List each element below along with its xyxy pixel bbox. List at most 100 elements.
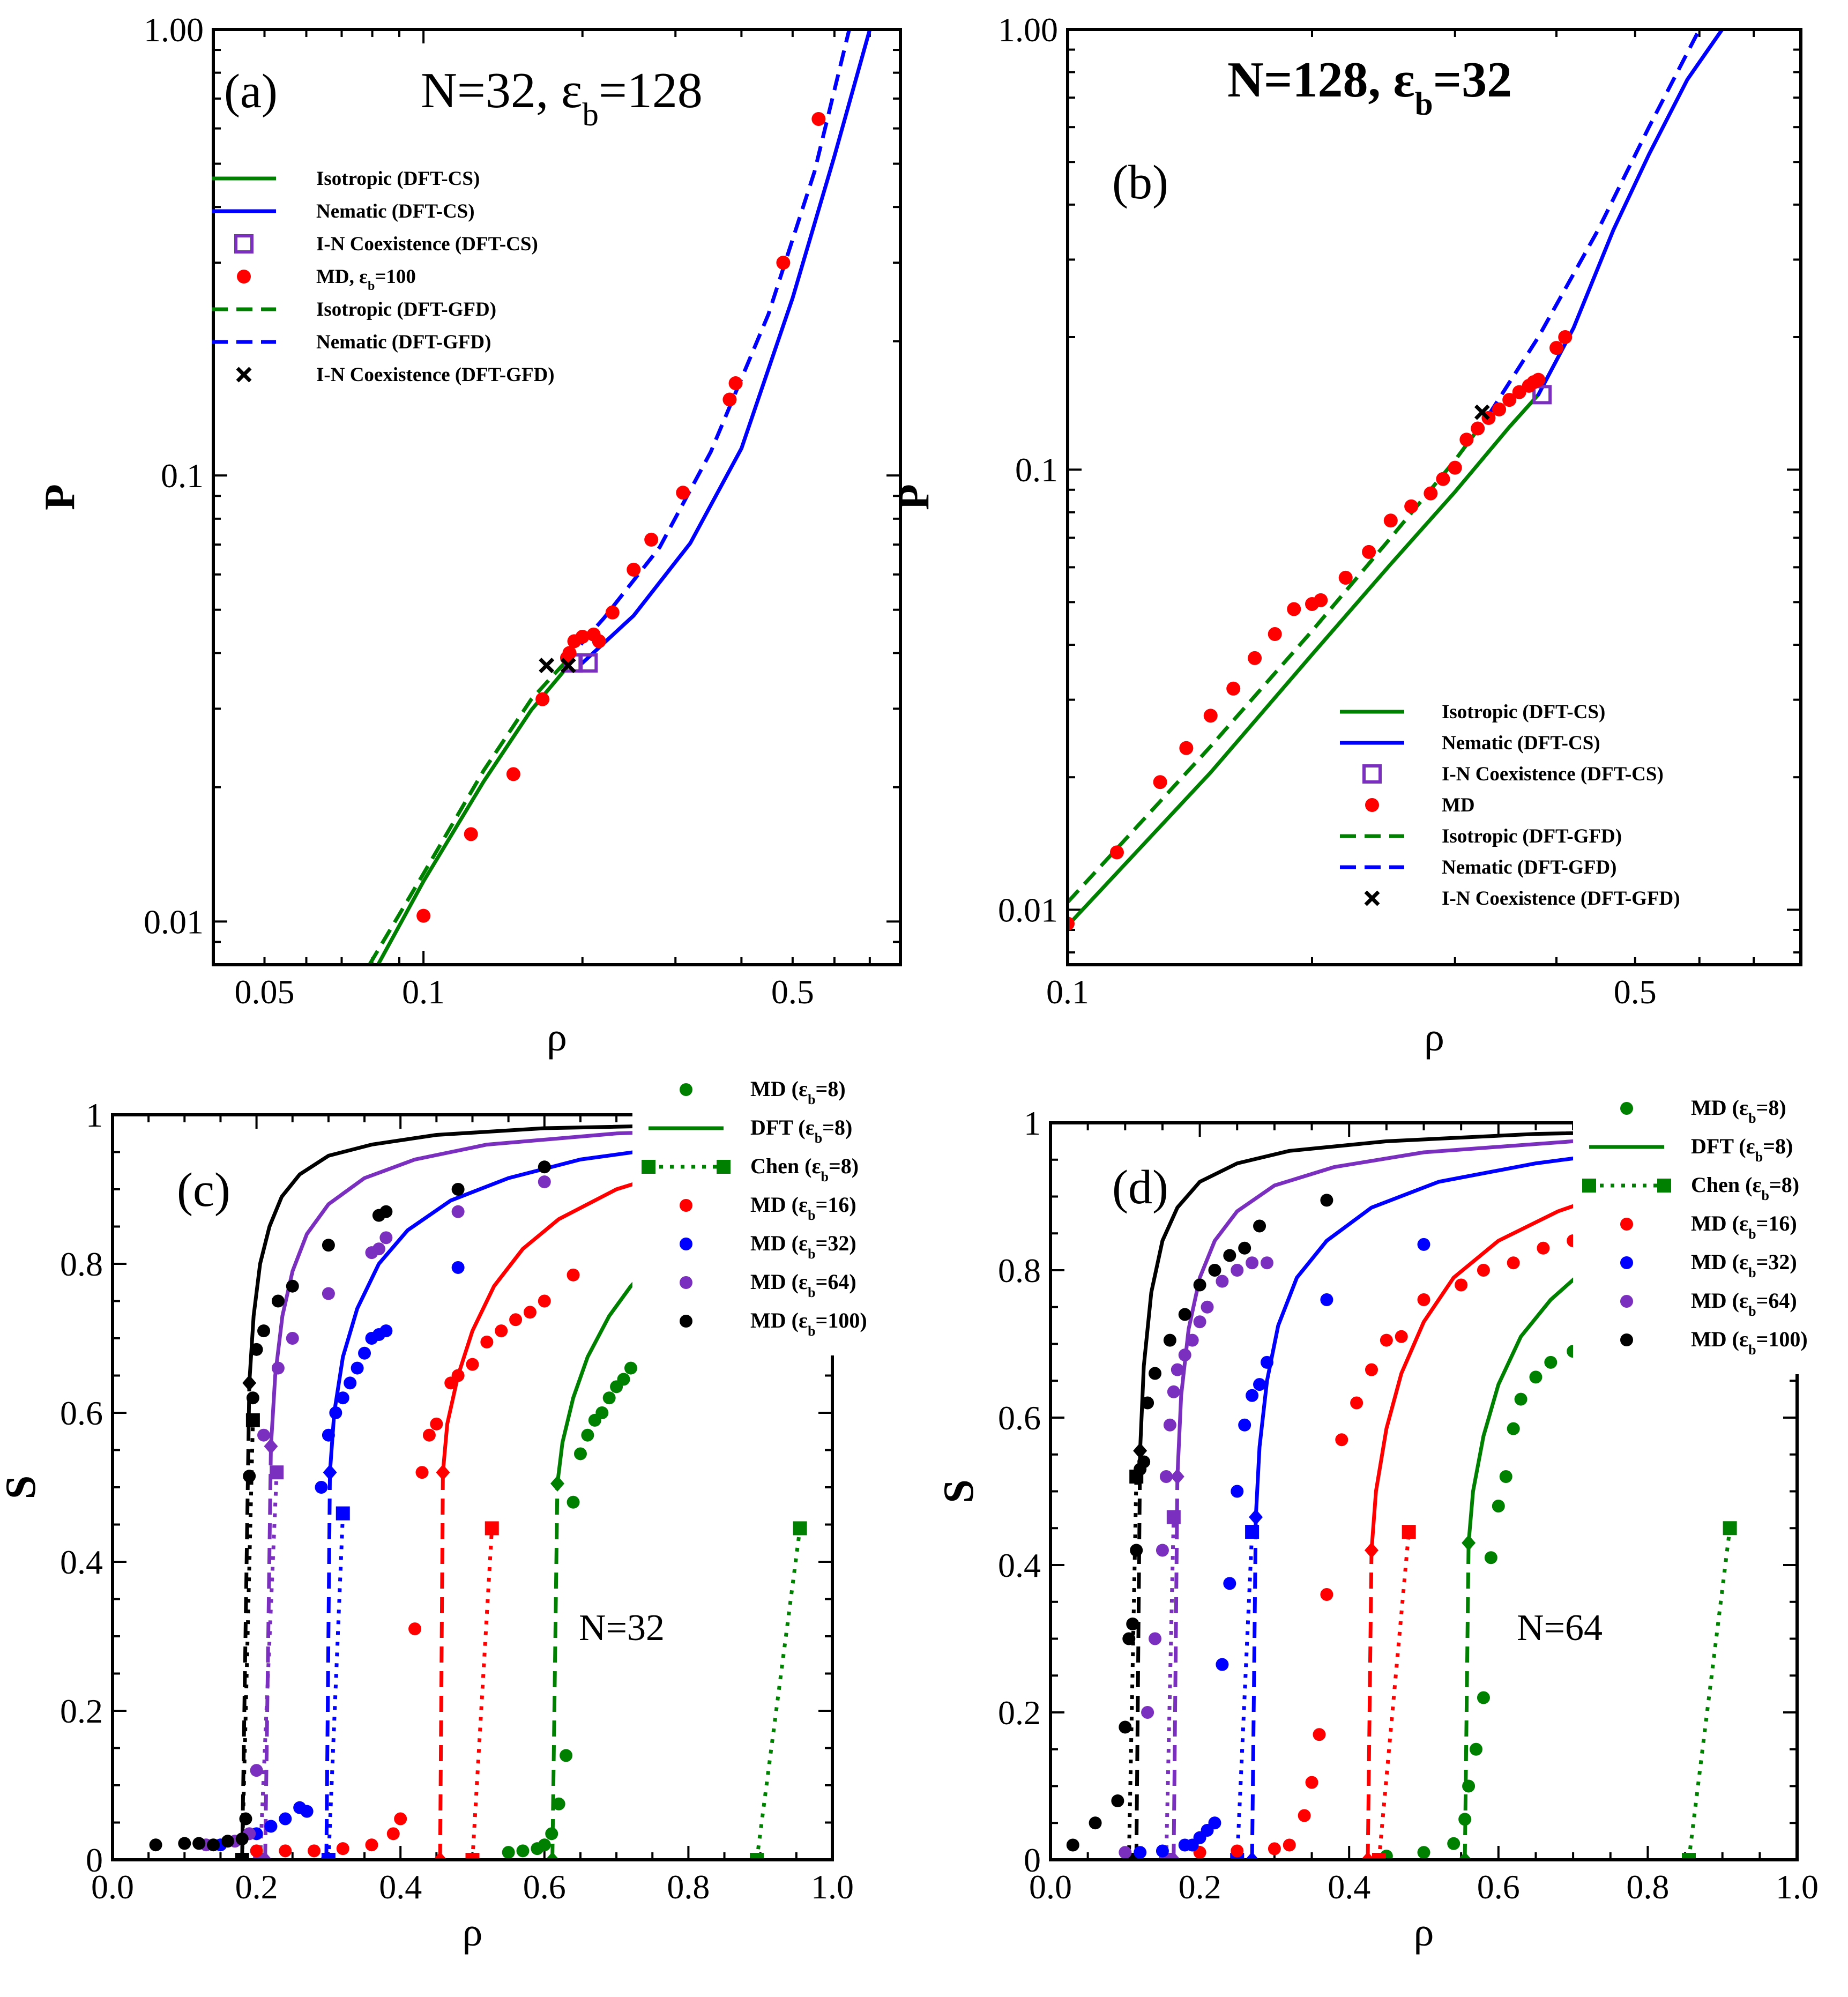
panel-c-legend-swatch — [680, 1199, 692, 1212]
panel-b-point-md — [1153, 775, 1167, 789]
panel-c-point-md-eps-b-16 — [422, 1428, 436, 1442]
panel-c-point-md-eps-b-8 — [602, 1391, 616, 1405]
panel-c-point-dft-jump-eps-b-8 — [545, 1852, 560, 1860]
panel-d-points-md-eps-b-64 — [1119, 1256, 1273, 1859]
panel-c-x-tick-label: 0.4 — [379, 1868, 422, 1906]
panel-d-points-md-eps-b-100 — [1066, 1194, 1333, 1852]
panel-a-legend-swatch — [234, 234, 254, 254]
panel-d-point-md-eps-b-8 — [1484, 1551, 1497, 1564]
panel-d-point-md-eps-b-100 — [1193, 1278, 1206, 1292]
panel-c-point-chen-eps-b-100 — [235, 1853, 249, 1860]
panel-d-point-md-eps-b-100 — [1111, 1794, 1124, 1807]
panel-d-point-chen-eps-b-32 — [1245, 1525, 1260, 1539]
panel-c-point-md-eps-b-8 — [595, 1406, 609, 1419]
panel-c-point-chen-eps-b-8 — [793, 1521, 807, 1536]
panel-d-legend-label: MD (εb=16) — [1691, 1211, 1797, 1242]
panel-d-point-md-eps-b-8 — [1447, 1837, 1460, 1850]
panel-d-legend-label: MD (εb=8) — [1691, 1096, 1786, 1126]
panel-d-point-chen-eps-b-8 — [1723, 1521, 1737, 1536]
panel-d-point-md-eps-b-8 — [1544, 1355, 1558, 1369]
panel-d-chart: 0.0 0.2 0.4 0.6 0.8 1.0 0 0.2 0.4 0.6 0.8 1 ρ S (d) N=6… — [935, 1093, 1819, 1955]
panel-d-x-tick-label: 1.0 — [1776, 1868, 1819, 1906]
panel-d-series-dft-eps-b-100 — [1138, 1127, 1797, 1453]
panel-d-legend-label: MD (εb=100) — [1691, 1327, 1808, 1358]
panel-c-point-md-eps-b-8 — [573, 1447, 587, 1461]
panel-d-label: (d) — [1112, 1161, 1168, 1214]
panel-a-point-md-eps-b-100 — [535, 692, 550, 706]
panel-c-point-md-eps-b-32 — [279, 1812, 292, 1825]
panel-d-point-md-eps-b-16 — [1335, 1433, 1348, 1447]
panel-d-point-dft-jump-eps-b-32 — [1249, 1509, 1263, 1525]
panel-d-point-md-eps-b-16 — [1305, 1776, 1318, 1789]
panel-d-point-md-eps-b-32 — [1238, 1418, 1251, 1432]
panel-d-point-md-eps-b-100 — [1130, 1544, 1143, 1557]
panel-c-point-chen-eps-b-16 — [485, 1521, 499, 1536]
panel-b-point-i-n-coexistence-dft-gfd — [1474, 404, 1490, 420]
panel-a-legend-item: Isotropic (DFT-CS) — [212, 168, 480, 190]
panel-d-point-md-eps-b-100 — [1238, 1241, 1251, 1255]
panel-b-point-md — [1436, 472, 1450, 486]
panel-c-point-md-eps-b-16 — [408, 1622, 422, 1636]
panel-c-point-md-eps-b-64 — [271, 1361, 285, 1375]
panel-a-point-md-eps-b-100 — [416, 908, 431, 923]
panel-d-legend-label: Chen (εb=8) — [1691, 1173, 1799, 1203]
panel-c-label: (c) — [177, 1164, 230, 1217]
panel-b-points-i-n-coexistence-dft-cs — [1532, 385, 1552, 405]
panel-c-point-md-eps-b-100 — [243, 1470, 256, 1483]
panel-b-point-md — [1471, 421, 1485, 436]
panel-b-y-axis-label: P — [891, 484, 938, 510]
panel-a-point-md-eps-b-100 — [562, 646, 577, 660]
panel-d-point-md-eps-b-32 — [1208, 1816, 1221, 1830]
panel-c-legend-background — [632, 1075, 854, 1355]
panel-a-point-md-eps-b-100 — [811, 111, 826, 126]
panel-b-point-md — [1268, 627, 1282, 642]
panel-c-point-chen-eps-b-100 — [245, 1413, 260, 1427]
panel-c-point-md-eps-b-16 — [279, 1844, 292, 1858]
panel-c-legend-item: MD (εb=8) — [680, 1077, 846, 1107]
panel-d-legend: MD (εb=8) DFT (εb=8) Chen (εb=8) MD (εb=16)… — [1573, 1093, 1819, 1374]
panel-d-point-md-eps-b-64 — [1201, 1300, 1214, 1314]
panel-d-y-tick-label: 0.8 — [998, 1251, 1041, 1290]
panel-a-series-nematic-dft-cs — [580, 29, 872, 665]
panel-d-point-md-eps-b-16 — [1365, 1363, 1378, 1376]
panel-b-legend-item: Isotropic (DFT-CS) — [1340, 701, 1605, 723]
panel-d-point-md-eps-b-32 — [1134, 1846, 1147, 1859]
panel-c-point-md-eps-b-32 — [358, 1346, 371, 1360]
panel-d-x-tick-label: 0.0 — [1029, 1868, 1072, 1906]
panel-c-point-md-eps-b-8 — [617, 1373, 630, 1386]
panel-b-legend-item: Nematic (DFT-CS) — [1340, 732, 1600, 754]
panel-b-legend-label: I-N Coexistence (DFT-CS) — [1442, 763, 1664, 785]
panel-a-label: (a) — [224, 65, 278, 118]
panel-c-point-md-eps-b-8 — [581, 1428, 594, 1442]
panel-c-point-dft-jump-eps-b-8 — [550, 1476, 564, 1492]
panel-c-point-md-eps-b-16 — [466, 1358, 479, 1371]
panel-b-point-md — [1558, 330, 1573, 344]
panel-a-points-i-n-coexistence-dft-gfd — [539, 658, 576, 674]
panel-c-series-chen-eps-b-8 — [755, 1527, 802, 1860]
panel-d-points-chen-eps-b-8 — [1682, 1521, 1737, 1860]
panel-c-legend-label: Chen (εb=8) — [750, 1154, 859, 1184]
panel-d-point-md-eps-b-16 — [1268, 1842, 1281, 1856]
panel-b-legend: Isotropic (DFT-CS) Nematic (DFT-CS) I-N Co… — [1340, 701, 1680, 910]
panel-c-series-dft-eps-b-64 — [269, 1124, 832, 1449]
panel-d-point-md-eps-b-64 — [1193, 1315, 1206, 1329]
panel-d-plot-area — [1066, 1127, 1797, 1860]
panel-c-point-md-eps-b-32 — [322, 1428, 335, 1442]
panel-c-point-chen-eps-b-32 — [336, 1506, 350, 1521]
panel-c-series-chen-eps-b-16 — [471, 1528, 494, 1860]
panel-d-point-md-eps-b-32 — [1417, 1238, 1430, 1251]
panel-d-series-chen-eps-b-16 — [1377, 1531, 1411, 1860]
panel-a-x-tick-label: 0.05 — [234, 973, 294, 1011]
panel-a-point-md-eps-b-100 — [728, 376, 743, 391]
panel-c-annotation: N=32 — [579, 1607, 665, 1649]
panel-d-y-axis-label: S — [935, 1479, 982, 1503]
panel-d-point-md-eps-b-32 — [1156, 1844, 1169, 1858]
panel-d-points-dft-jump-eps-b-32 — [1245, 1509, 1263, 1860]
panel-b-legend-swatch — [1365, 798, 1379, 812]
panel-a-legend-swatch — [236, 367, 252, 383]
panel-c-y-axis-label: S — [0, 1476, 44, 1500]
panel-c-points-dft-jump-eps-b-16 — [433, 1464, 450, 1860]
panel-c-point-md-eps-b-100 — [257, 1324, 271, 1338]
panel-c-legend-label: MD (εb=32) — [750, 1231, 856, 1262]
